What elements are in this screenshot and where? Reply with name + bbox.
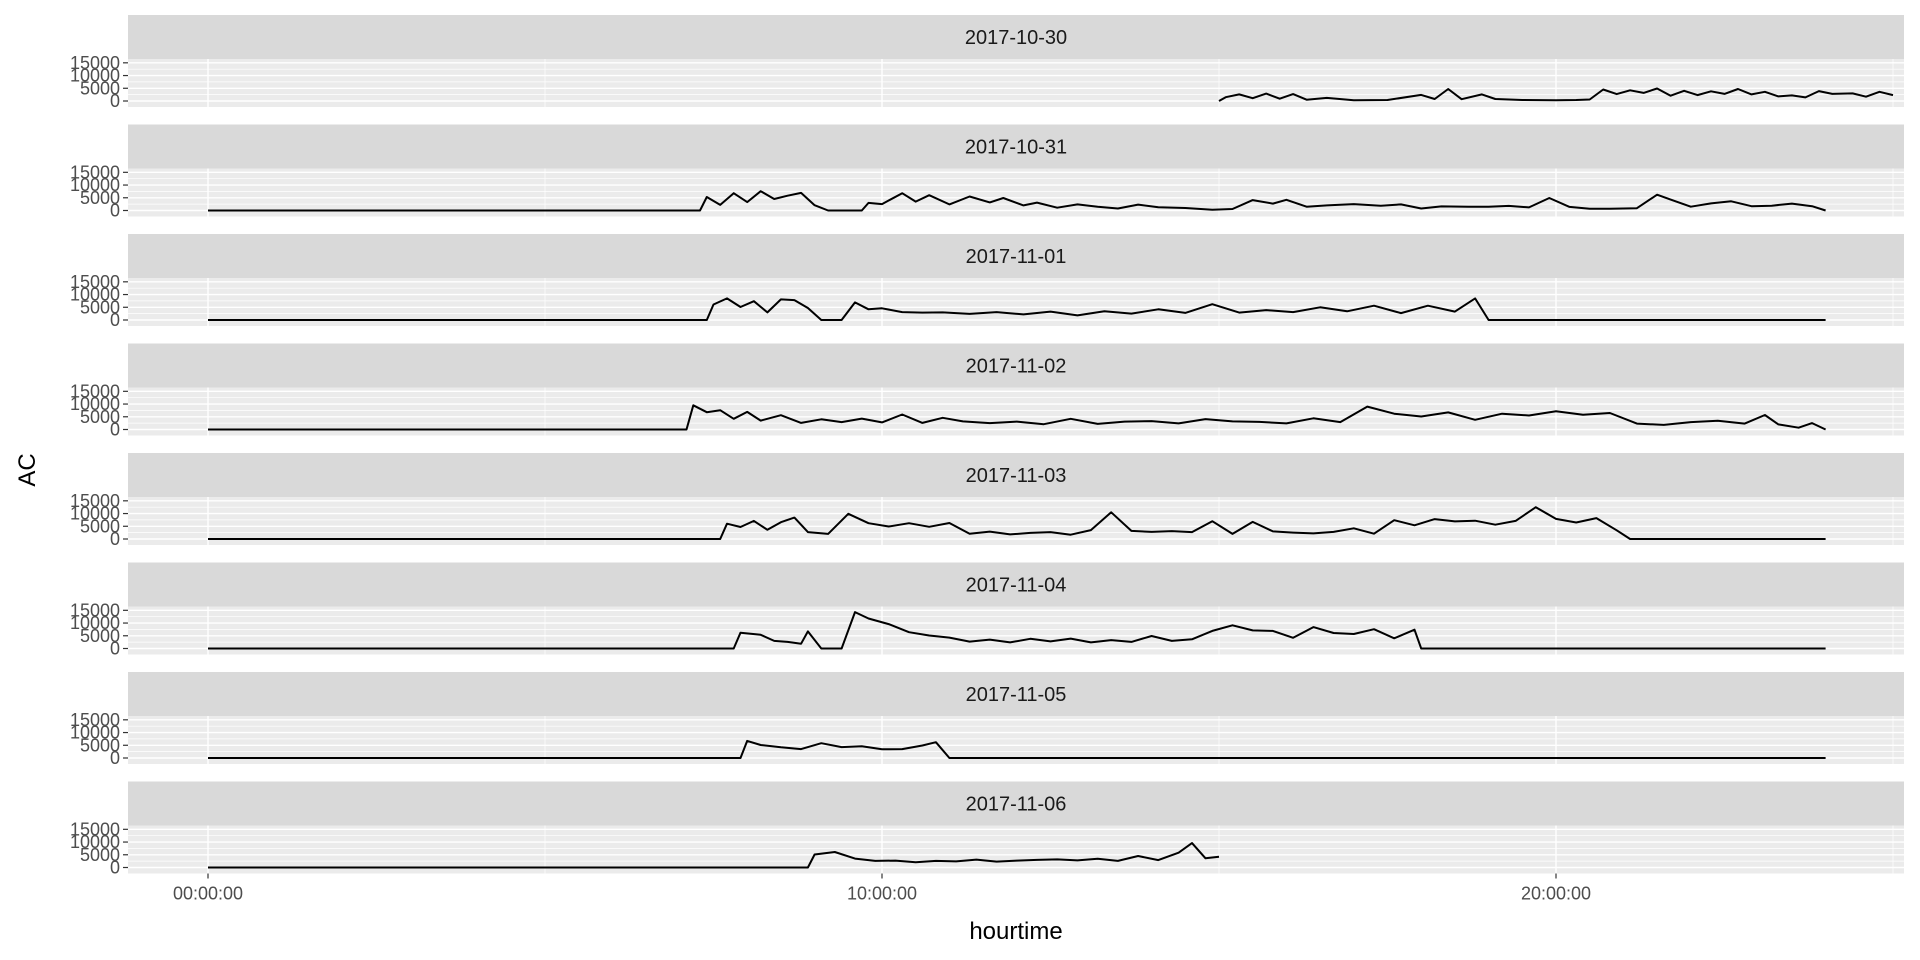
facet-strip	[128, 124, 1904, 169]
y-tick-label: 10000	[70, 832, 120, 852]
y-tick-label: 10000	[70, 394, 120, 414]
facet-strip	[128, 343, 1904, 388]
y-tick-label: 5000	[80, 188, 120, 208]
facet-strip	[128, 234, 1904, 278]
panel-background	[128, 168, 1904, 217]
x-axis: 00:00:00 10:00:00 20:00:00	[173, 873, 1591, 904]
y-tick-label: 10000	[70, 613, 120, 633]
panel-background	[128, 59, 1904, 107]
series-line	[208, 611, 1826, 650]
facet-strip-label: 2017-11-05	[966, 684, 1067, 706]
y-tick-label: 15000	[70, 710, 120, 730]
series-line	[208, 404, 1827, 431]
y-tick-label: 0	[110, 420, 120, 440]
series-line	[208, 506, 1826, 540]
x-tick-label: 00:00:00	[173, 884, 243, 904]
y-tick-label: 0	[110, 748, 120, 768]
y-tick-label: 10000	[70, 723, 120, 743]
y-tick-label: 5000	[80, 845, 120, 865]
facet-strip	[128, 781, 1904, 826]
y-tick-label: 10000	[70, 504, 120, 524]
facet-strip-label: 2017-11-04	[966, 575, 1067, 597]
y-tick-label: 0	[110, 91, 120, 111]
facet-strip-label: 2017-11-02	[966, 356, 1067, 378]
x-tick-label: 10:00:00	[847, 884, 917, 904]
y-tick-label: 5000	[80, 516, 120, 536]
facet-panels: 2017-10-300500010000150002017-10-3105000…	[70, 15, 1904, 878]
y-axis-title: AC	[14, 453, 41, 486]
series-line	[208, 842, 1220, 869]
x-axis-title: hourtime	[969, 918, 1062, 945]
y-tick-label: 0	[110, 201, 120, 221]
y-tick-label: 5000	[80, 626, 120, 646]
facet-strip-label: 2017-11-01	[966, 246, 1067, 268]
y-tick-label: 15000	[70, 491, 120, 511]
panel-background	[128, 497, 1904, 545]
y-tick-label: 5000	[80, 735, 120, 755]
x-tick-label: 20:00:00	[1521, 884, 1591, 904]
series-line	[208, 297, 1826, 321]
panel-background	[128, 716, 1904, 764]
facet-strip	[128, 562, 1904, 607]
panel-background	[128, 278, 1904, 326]
y-tick-label: 15000	[70, 819, 120, 839]
y-tick-label: 10000	[70, 66, 120, 86]
series-line	[208, 739, 1826, 759]
y-tick-label: 15000	[70, 381, 120, 401]
y-tick-label: 15000	[70, 272, 120, 292]
panel-background	[128, 606, 1904, 655]
series-line	[208, 190, 1826, 212]
facet-strip-label: 2017-10-30	[965, 27, 1067, 49]
y-tick-label: 5000	[80, 78, 120, 98]
facet-strip	[128, 453, 1904, 497]
y-tick-label: 15000	[70, 600, 120, 620]
y-tick-label: 0	[110, 639, 120, 659]
y-tick-label: 5000	[80, 407, 120, 427]
panel-background	[128, 825, 1904, 874]
facet-strip-label: 2017-11-03	[966, 465, 1067, 487]
y-tick-label: 10000	[70, 175, 120, 195]
facet-strip	[128, 672, 1904, 716]
series-line	[1218, 87, 1894, 102]
facet-strip-label: 2017-10-31	[965, 137, 1067, 159]
facet-strip-label: 2017-11-06	[966, 794, 1067, 816]
y-tick-label: 0	[110, 858, 120, 878]
y-tick-label: 0	[110, 310, 120, 330]
y-tick-label: 0	[110, 529, 120, 549]
y-tick-label: 10000	[70, 285, 120, 305]
y-tick-label: 15000	[70, 162, 120, 182]
panel-background	[128, 387, 1904, 436]
facet-strip	[128, 15, 1904, 59]
y-tick-label: 15000	[70, 53, 120, 73]
y-tick-label: 5000	[80, 297, 120, 317]
